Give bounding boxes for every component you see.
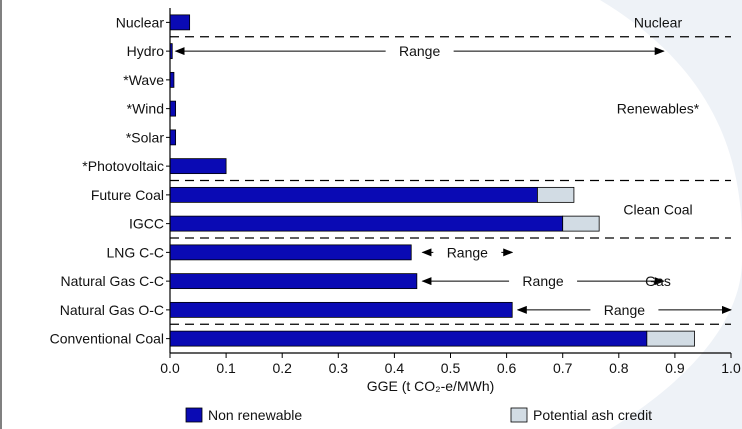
x-tick-label: 0.1 xyxy=(216,360,236,376)
x-tick-label: 0.7 xyxy=(553,360,573,376)
bar-non-renewable-igcc xyxy=(169,215,564,232)
bar-potential-ash-credit-future-coal xyxy=(537,186,575,203)
bar-non-renewable-lng-c-c xyxy=(169,244,412,261)
x-axis-title: GGE (t CO₂-e/MWh) xyxy=(367,378,495,394)
group-label-renewables: Renewables* xyxy=(617,101,700,117)
category-label-future-coal: Future Coal xyxy=(91,187,164,203)
legend-label-non-renewable: Non renewable xyxy=(208,407,302,423)
group-separators xyxy=(170,36,731,325)
category-label-wave: *Wave xyxy=(123,72,164,88)
category-label-conventional-coal: Conventional Coal xyxy=(50,331,164,347)
group-label-gas: Gas xyxy=(645,273,671,289)
range-label-hydro: Range xyxy=(399,43,440,59)
bar-non-renewable-conventional-coal xyxy=(169,330,648,347)
x-tick-label: 0.6 xyxy=(497,360,517,376)
group-label-clean-coal: Clean Coal xyxy=(623,201,692,217)
range-label-natural-gas-o-c: Range xyxy=(604,302,645,318)
bar-non-renewable-nuclear xyxy=(169,14,191,31)
bar-non-renewable-future-coal xyxy=(169,186,538,203)
x-tick-label: 0.0 xyxy=(160,360,180,376)
category-labels: Nuclear Hydro *Wave *Wind *Solar *Photovoltai… xyxy=(50,14,165,346)
x-tick-label: 0.9 xyxy=(665,360,685,376)
category-label-lng-c-c: LNG C-C xyxy=(106,244,164,260)
category-label-natural-gas-c-c: Natural Gas C-C xyxy=(61,273,164,289)
bar-non-renewable-photovoltaic xyxy=(169,158,227,175)
range-label-lng-c-c: Range xyxy=(447,244,488,260)
category-label-solar: *Solar xyxy=(126,129,164,145)
range-label-natural-gas-c-c: Range xyxy=(522,273,563,289)
bar-non-renewable-natural-gas-c-c xyxy=(169,273,418,290)
background-swoosh-upper xyxy=(600,0,742,240)
x-tick-label: 0.4 xyxy=(385,360,405,376)
category-label-natural-gas-o-c: Natural Gas O-C xyxy=(60,302,164,318)
category-label-photovoltaic: *Photovoltaic xyxy=(82,158,164,174)
bar-non-renewable-wind xyxy=(169,100,177,117)
x-tick-label: 0.5 xyxy=(441,360,461,376)
legend-swatch-non-renewable xyxy=(185,407,203,423)
x-axis: 0.0 0.1 0.2 0.3 0.4 0.5 0.6 0.7 0.8 0.9 1.0 GGE (t … xyxy=(160,8,741,394)
category-label-wind: *Wind xyxy=(127,101,164,117)
bar-non-renewable-natural-gas-o-c xyxy=(169,301,513,318)
x-tick-label: 0.8 xyxy=(609,360,629,376)
category-label-nuclear: Nuclear xyxy=(116,14,165,30)
x-tick-label: 0.2 xyxy=(272,360,292,376)
legend-label-potential-ash-credit: Potential ash credit xyxy=(533,407,652,423)
category-label-igcc: IGCC xyxy=(129,216,164,232)
x-tick-label: 1.0 xyxy=(721,360,741,376)
bar-potential-ash-credit-igcc xyxy=(562,215,600,232)
group-label-nuclear: Nuclear xyxy=(634,14,683,30)
bar-potential-ash-credit-conventional-coal xyxy=(646,330,695,347)
x-tick-label: 0.3 xyxy=(329,360,349,376)
legend: Non renewable Potential ash credit xyxy=(185,407,652,423)
category-label-hydro: Hydro xyxy=(127,43,165,59)
background-swoosh-lower xyxy=(610,260,742,429)
bar-series xyxy=(169,14,695,347)
range-annotations: Range Range Range Range xyxy=(174,43,732,318)
legend-swatch-potential-ash-credit xyxy=(510,407,528,423)
group-labels: Nuclear Renewables* Clean Coal Gas xyxy=(617,14,700,289)
bar-non-renewable-solar xyxy=(169,129,177,146)
